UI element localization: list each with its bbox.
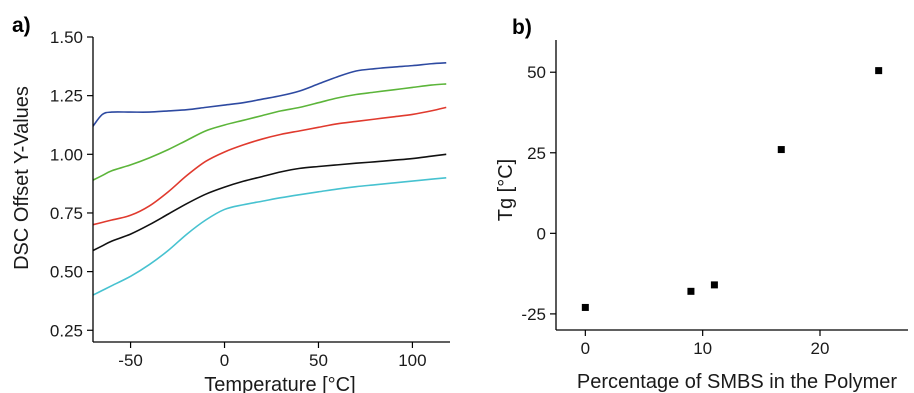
panel-a-y-tick-label: 0.25 (50, 321, 83, 340)
panel-a-label: a) (12, 14, 31, 37)
panel-b-data-point (581, 303, 589, 311)
panel-a-y-tick-label: 0.75 (50, 204, 83, 223)
panel-a-y-axis-title: DSC Offset Y-Values (11, 86, 33, 270)
panel-a-series-group (92, 62, 447, 296)
panel-a-series-line-1 (92, 83, 447, 181)
panel-b-ticks: 0 10 20 -25 0 25 50 (521, 63, 829, 358)
panel-a-x-tick-label: 50 (309, 351, 328, 370)
panel-b-x-tick-label: 0 (581, 339, 590, 358)
panel-b-points-group (581, 67, 883, 311)
panel-a-x-tick-label: 0 (220, 351, 229, 370)
panel-b-data-point (710, 281, 718, 289)
panel-b-y-tick-label: 25 (527, 144, 546, 163)
panel-b-data-point (777, 146, 785, 154)
chart-panel-b: b) 0 10 20 -25 0 25 50 Percentage of SMBS in t… (495, 16, 908, 393)
panel-b-y-tick-label: 0 (537, 224, 546, 243)
panel-a-x-tick-label: -50 (118, 351, 143, 370)
panel-b-label: b) (512, 16, 532, 39)
panel-b-x-tick-label: 20 (811, 339, 830, 358)
panel-b-x-axis-title: Percentage of SMBS in the Polymer (577, 371, 897, 393)
panel-a-x-tick-label: 100 (398, 351, 426, 370)
panel-b-y-axis-title: Tg [°C] (495, 159, 517, 221)
panel-a-y-tick-label: 1.50 (50, 28, 83, 47)
panel-a-ticks: -50 0 50 100 0.25 0.50 0.75 1.00 1.25 1.50 (50, 28, 427, 370)
panel-b-y-tick-label: 50 (527, 63, 546, 82)
panel-a-series-line-0 (92, 62, 447, 127)
panel-b-axes (555, 40, 908, 331)
panel-b-data-point (687, 287, 695, 295)
panel-b-y-tick-label: -25 (521, 305, 546, 324)
panel-a-axes (92, 37, 450, 343)
panel-a-series-line-2 (92, 106, 447, 226)
chart-panel-a: a) -50 0 50 100 0.25 0.50 0.75 1.00 1.25 1.50 Tem… (11, 14, 450, 393)
panel-a-y-tick-label: 1.25 (50, 87, 83, 106)
panel-b-data-point (875, 67, 883, 75)
panel-b-x-tick-label: 10 (693, 339, 712, 358)
panel-a-series-line-4 (92, 176, 447, 296)
panel-a-x-axis-title: Temperature [°C] (204, 374, 355, 393)
panel-a-y-tick-label: 1.00 (50, 145, 83, 164)
panel-a-series-line-3 (92, 153, 447, 252)
panel-a-y-tick-label: 0.50 (50, 263, 83, 282)
